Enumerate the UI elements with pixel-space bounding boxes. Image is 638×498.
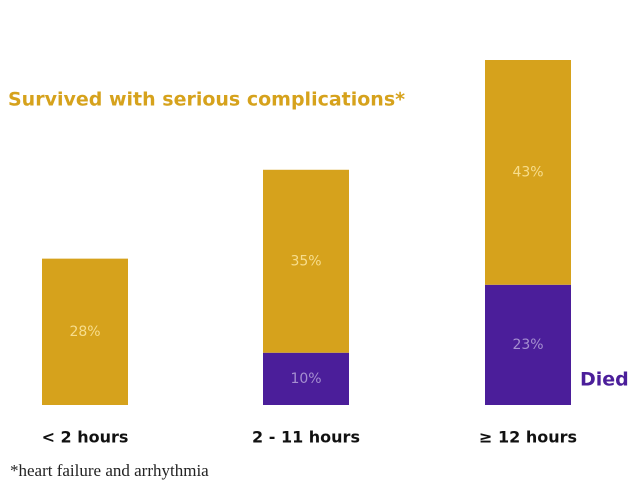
bar-segment	[485, 284, 571, 405]
data-label: 28%	[69, 324, 100, 340]
bar-segment	[263, 169, 349, 353]
data-label: 23%	[512, 337, 543, 353]
x-tick-label: 2 - 11 hours	[252, 428, 360, 447]
data-label: 10%	[290, 371, 321, 387]
bar-segment	[42, 258, 128, 405]
footnote: *heart failure and arrhythmia	[10, 461, 209, 480]
x-tick-label: < 2 hours	[42, 428, 129, 447]
bar-segment	[263, 352, 349, 405]
bar-segment	[485, 60, 571, 285]
legend-label: Survived with serious complications*	[8, 89, 405, 111]
x-tick-label: ≥ 12 hours	[479, 428, 577, 447]
data-label: 35%	[290, 253, 321, 269]
data-label: 43%	[512, 164, 543, 180]
legend-label: Died	[580, 369, 629, 391]
